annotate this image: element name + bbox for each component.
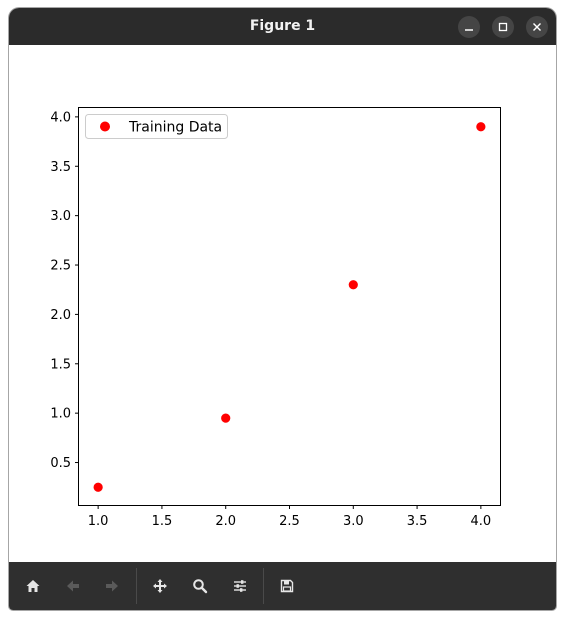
data-point [476, 122, 486, 132]
maximize-button[interactable] [492, 16, 514, 38]
x-tick-label: 3.0 [343, 514, 364, 529]
configure-subplots-button[interactable] [228, 574, 252, 598]
title-bar[interactable]: Figure 1 [9, 8, 556, 45]
maximize-icon [498, 22, 508, 32]
home-button[interactable] [21, 574, 45, 598]
toolbar-separator [136, 568, 137, 604]
close-icon [533, 23, 541, 31]
home-icon [26, 580, 40, 592]
y-tick-label: 3.0 [50, 209, 71, 224]
legend: Training Data [85, 114, 228, 139]
y-tick-label: 2.0 [50, 308, 71, 323]
scatter-chart: 1.0 1.5 2.0 2.5 3.0 3.5 4.0 0.5 1.0 1.5 2.0 2.5 3.0… [50, 107, 501, 529]
legend-marker [100, 121, 110, 132]
data-point [348, 280, 358, 290]
y-tick-label: 4.0 [50, 110, 71, 125]
x-axis: 1.0 1.5 2.0 2.5 3.0 3.5 4.0 [88, 505, 491, 529]
y-tick-label: 3.5 [50, 160, 71, 175]
forward-arrow-icon [106, 580, 118, 592]
y-tick-label: 2.5 [50, 259, 71, 274]
window-title: Figure 1 [249, 18, 316, 34]
zoom-icon [193, 579, 208, 594]
save-button[interactable] [275, 574, 299, 598]
pan-icon [153, 579, 167, 593]
y-tick-label: 1.5 [50, 357, 71, 372]
y-tick-label: 0.5 [50, 456, 71, 471]
data-point [93, 482, 103, 492]
y-axis: 0.5 1.0 1.5 2.0 2.5 3.0 3.5 4.0 [50, 110, 79, 471]
minimize-icon [465, 29, 473, 31]
back-button[interactable] [61, 574, 85, 598]
save-icon [280, 579, 294, 593]
close-button[interactable] [526, 16, 548, 38]
x-tick-label: 2.0 [215, 514, 236, 529]
x-tick-label: 4.0 [471, 514, 492, 529]
zoom-button[interactable] [188, 574, 212, 598]
y-tick-label: 1.0 [50, 407, 71, 422]
navigation-toolbar [9, 562, 556, 610]
minimize-button[interactable] [458, 16, 480, 38]
data-points [93, 122, 486, 492]
pan-button[interactable] [148, 574, 172, 598]
x-tick-label: 1.0 [88, 514, 109, 529]
forward-button[interactable] [100, 574, 124, 598]
axes-frame [78, 107, 501, 506]
figure-canvas[interactable]: 1.0 1.5 2.0 2.5 3.0 3.5 4.0 0.5 1.0 1.5 2.0 2.5 3.0… [9, 45, 556, 562]
legend-box [85, 114, 228, 139]
toolbar-separator [263, 568, 264, 604]
configure-subplots-icon [234, 580, 246, 592]
x-tick-label: 1.5 [152, 514, 173, 529]
figure-window: Figure 1 1.0 1.5 2.0 2.5 3.0 3.5 4.0 0.5 1.0 1.5… [9, 8, 556, 610]
back-arrow-icon [67, 580, 79, 592]
legend-label: Training Data [128, 120, 222, 136]
x-tick-label: 2.5 [279, 514, 300, 529]
x-tick-label: 3.5 [407, 514, 428, 529]
data-point [221, 413, 231, 423]
